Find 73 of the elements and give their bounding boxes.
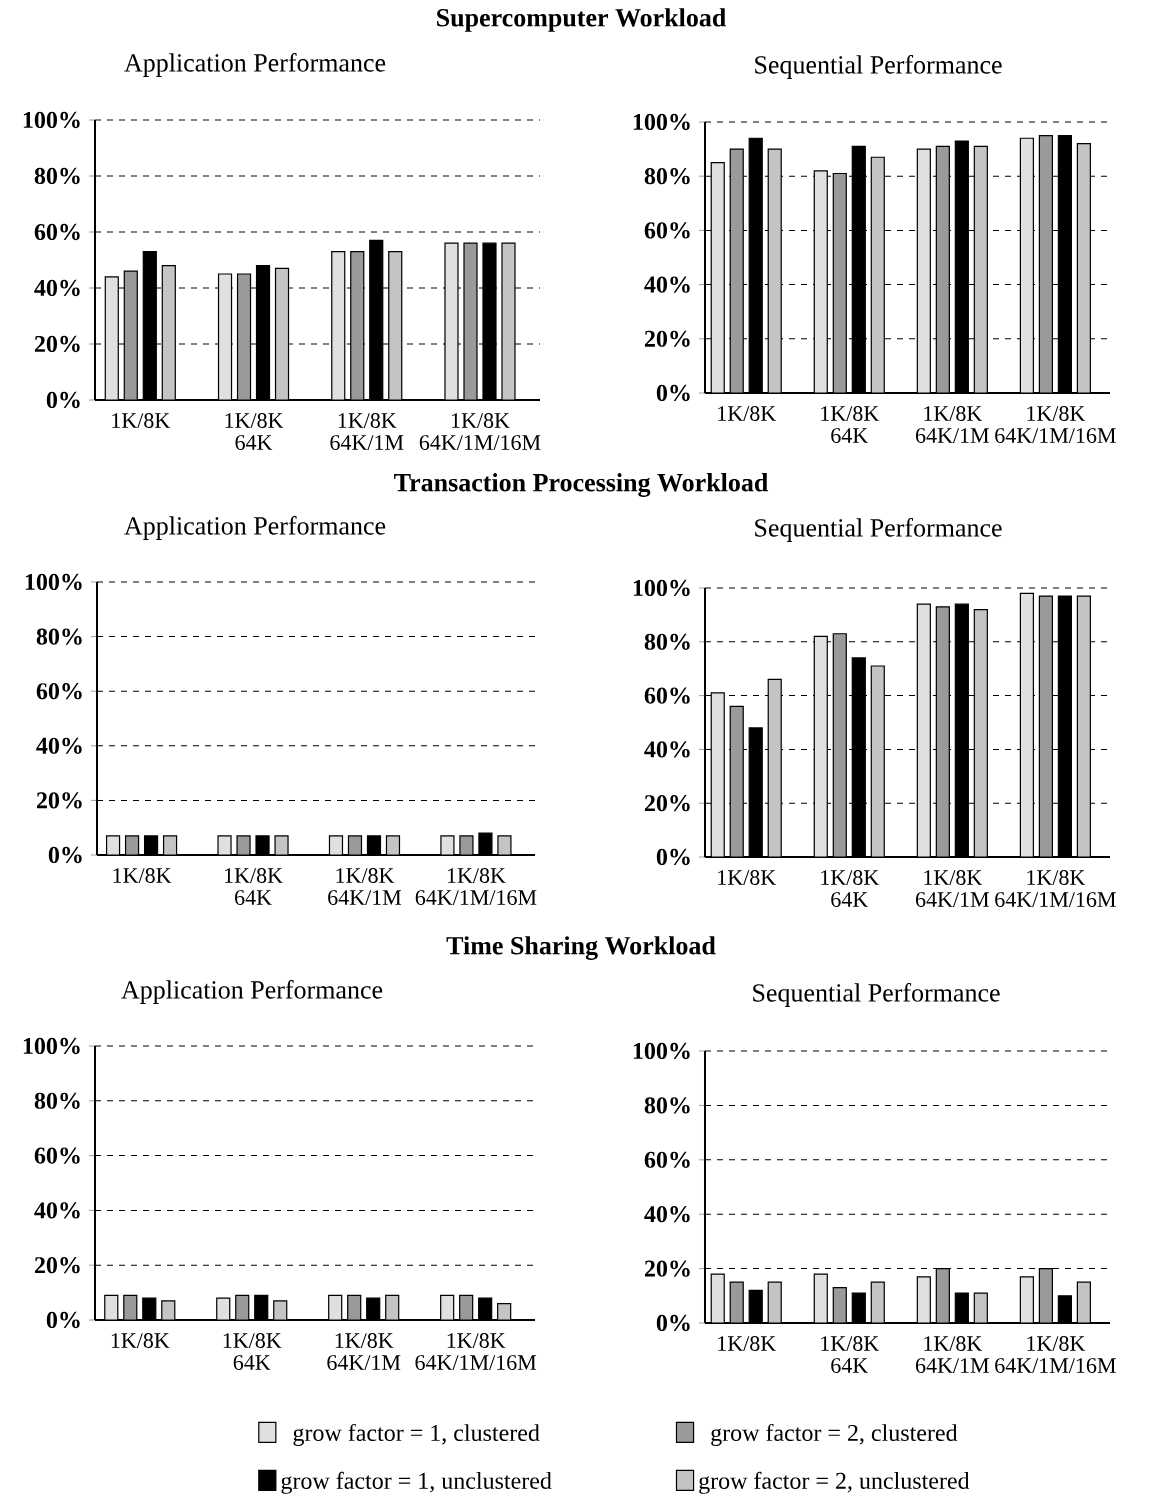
x-tick-label: 1K/8K <box>718 406 776 421</box>
y-tick-label: 40% <box>34 279 80 297</box>
y-tick-label: 100% <box>633 113 690 131</box>
y-tick-label: 20% <box>644 1260 690 1277</box>
legend-label: grow factor = 2, clustered <box>711 1423 958 1446</box>
x-tick-label: 1K/8K 64K <box>821 1336 879 1373</box>
y-tick-label: 100% <box>23 1037 80 1055</box>
y-tick-label: 0% <box>656 384 690 402</box>
y-tick-label: 20% <box>644 330 690 347</box>
x-tick-label: 1K/8K <box>718 870 776 885</box>
x-tick-label: 1K/8K 64K/1M/16M <box>995 870 1116 907</box>
chart-title: Supercomputer Workload <box>437 8 727 32</box>
x-tick-label: 1K/8K <box>718 1336 776 1351</box>
x-tick-label: 1K/8K 64K/1M <box>915 870 989 907</box>
y-tick-label: 60% <box>36 683 82 700</box>
x-tick-label: 1K/8K 64K/1M <box>915 406 989 443</box>
legend-label: grow factor = 1, clustered <box>293 1423 540 1446</box>
x-tick-label: 1K/8K 64K/1M <box>915 1336 989 1373</box>
y-tick-label: 20% <box>36 792 82 809</box>
x-tick-label: 1K/8K <box>113 868 172 883</box>
y-tick-label: 40% <box>36 737 82 754</box>
y-tick-label: 60% <box>644 222 690 239</box>
chart-subtitle: Application Performance <box>121 980 383 1004</box>
y-tick-label: 80% <box>36 628 82 645</box>
x-tick-label: 1K/8K <box>111 1333 170 1348</box>
y-tick-label: 100% <box>633 1042 690 1060</box>
y-tick-label: 40% <box>644 276 690 293</box>
y-tick-label: 80% <box>34 167 80 185</box>
x-tick-label: 1K/8K 64K/1M/16M <box>995 406 1116 443</box>
y-tick-label: 80% <box>644 168 690 185</box>
x-tick-label: 1K/8K 64K/1M/16M <box>415 868 537 905</box>
y-tick-label: 0% <box>46 391 80 409</box>
chart-title: Sequential Performance <box>755 55 1002 79</box>
chart-subtitle: Application Performance <box>124 53 386 77</box>
x-tick-label: 1K/8K 64K <box>223 1333 282 1370</box>
x-tick-label: 1K/8K 64K <box>225 413 284 450</box>
chart-title: Transaction Processing Workload <box>394 473 769 497</box>
y-tick-label: 100% <box>23 111 80 129</box>
chart-title: Time Sharing Workload <box>446 936 716 960</box>
x-tick-label: 1K/8K 64K/1M/16M <box>995 1336 1116 1373</box>
x-tick-label: 1K/8K <box>112 413 170 428</box>
x-tick-label: 1K/8K 64K <box>821 870 879 907</box>
y-tick-label: 0% <box>46 1311 80 1329</box>
y-tick-label: 40% <box>644 741 690 758</box>
legend-label: grow factor = 2, unclustered <box>699 1471 970 1494</box>
x-tick-label: 1K/8K 64K/1M <box>327 1333 401 1370</box>
y-tick-label: 20% <box>34 335 80 353</box>
y-tick-label: 0% <box>656 1314 690 1332</box>
y-tick-label: 0% <box>48 846 82 864</box>
legend-label: grow factor = 1, unclustered <box>281 1471 552 1494</box>
chart-title: Sequential Performance <box>753 983 1000 1007</box>
x-tick-label: 1K/8K 64K <box>225 868 283 905</box>
x-tick-label: 1K/8K 64K/1M/16M <box>415 1333 537 1370</box>
y-tick-label: 100% <box>25 573 82 591</box>
y-tick-label: 60% <box>644 687 690 704</box>
y-tick-label: 60% <box>644 1151 690 1168</box>
y-tick-label: 60% <box>34 223 80 241</box>
chart-title: Sequential Performance <box>755 518 1002 542</box>
y-tick-label: 80% <box>644 1097 690 1114</box>
y-tick-label: 0% <box>656 848 690 866</box>
y-tick-label: 40% <box>34 1202 80 1219</box>
y-tick-label: 80% <box>34 1092 80 1109</box>
y-tick-label: 60% <box>34 1147 80 1164</box>
y-tick-label: 20% <box>644 795 690 812</box>
x-tick-label: 1K/8K 64K <box>821 406 879 443</box>
x-tick-label: 1K/8K 64K/1M/16M <box>419 413 541 450</box>
y-tick-label: 100% <box>633 579 690 597</box>
x-tick-label: 1K/8K 64K/1M <box>330 413 404 450</box>
y-tick-label: 40% <box>644 1206 690 1223</box>
chart-subtitle: Application Performance <box>124 516 386 540</box>
x-tick-label: 1K/8K 64K/1M <box>328 868 402 905</box>
y-tick-label: 80% <box>644 633 690 650</box>
y-tick-label: 20% <box>34 1257 80 1274</box>
